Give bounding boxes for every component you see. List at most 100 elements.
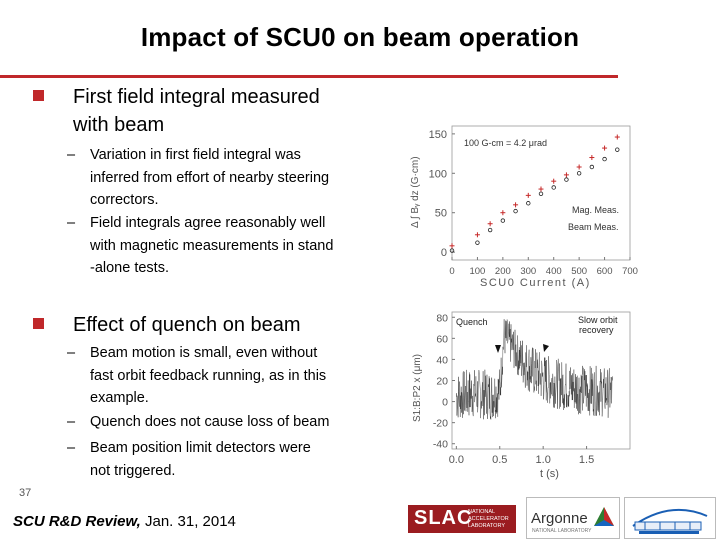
x-tick-label: 500	[571, 266, 587, 277]
institution-logo	[624, 497, 716, 539]
data-point-mag	[500, 218, 506, 223]
y-tick-label: 0	[442, 397, 448, 409]
data-point-beam	[525, 192, 531, 198]
sub-bullet-line: example.	[90, 390, 149, 406]
argonne-logo: Argonne NATIONAL LABORATORY	[526, 497, 620, 539]
y-axis-label: S1:B:P2 x (μm)	[412, 354, 423, 422]
x-tick-label: 100	[469, 266, 485, 277]
x-tick-label: 0.5	[492, 454, 507, 466]
plot-frame	[451, 125, 631, 261]
field-integral-chart: 0 100 200 300 400 500 600 700 0 50 100 150 100 G-cm…	[410, 125, 638, 289]
slide-title: Impact of SCU0 on beam operation	[140, 22, 580, 52]
footer-review: SCU R&D Review,	[13, 513, 141, 530]
x-tick-label: 400	[546, 266, 562, 277]
slac-logo-text: SLAC	[414, 507, 473, 529]
dash-marker: –	[67, 215, 76, 231]
sub-bullet-line: inferred from effort of nearby steering	[90, 169, 330, 186]
data-point-mag	[602, 156, 607, 162]
argonne-triangle-icon	[594, 507, 614, 526]
slac-sub-line: LABORATORY	[468, 523, 505, 529]
data-point-beam	[500, 210, 506, 216]
x-tick-label: 1.0	[536, 454, 551, 466]
slac-logo: SLAC NATIONAL ACCELERATOR LABORATORY	[408, 505, 516, 533]
x-axis-label: SCU0 Current (A)	[480, 277, 591, 289]
data-point-mag	[564, 177, 569, 182]
sub-bullet-line: fast orbit feedback running, as in this	[90, 367, 327, 384]
y-axis-label: Δ ∫ Bᵧ dz (G·cm)	[410, 156, 421, 228]
argonne-logo-tag: NATIONAL LABORATORY	[532, 528, 592, 534]
sub-bullet-line: with magnetic measurements in stand	[90, 237, 334, 254]
data-point-beam	[576, 164, 582, 170]
data-point-beam	[474, 232, 480, 238]
data-point-beam	[614, 134, 620, 140]
data-point-beam	[563, 172, 569, 178]
arrow-quench	[495, 345, 501, 353]
accelerator-building-icon	[632, 508, 708, 534]
y-tick-label: 0	[441, 247, 447, 259]
slac-sub-line: ACCELERATOR	[468, 516, 509, 522]
x-tick-label: 700	[622, 266, 638, 277]
data-point-mag	[576, 171, 582, 176]
sub-bullet: – Field integrals agree reasonably well …	[67, 212, 387, 280]
y-tick-label: 50	[435, 208, 447, 220]
x-tick-label: 200	[495, 266, 511, 277]
data-point-beam	[602, 145, 608, 151]
slac-sub-line: NATIONAL	[468, 509, 496, 515]
x-tick-label: 0.0	[449, 454, 464, 466]
y-tick-label: -20	[433, 418, 448, 430]
data-point-mag	[538, 191, 544, 196]
annotation-quench: Quench	[456, 317, 488, 327]
annotation-recovery: Slow orbit recovery	[578, 315, 620, 335]
data-point-mag	[487, 227, 493, 233]
data-point-mag	[449, 248, 455, 253]
sub-bullet-line: not triggered.	[90, 462, 176, 479]
bullet-1-line2: with beam	[73, 114, 165, 136]
dash-marker: –	[67, 414, 76, 430]
dash-marker: –	[67, 440, 76, 456]
data-point-beam	[551, 178, 557, 184]
data-point-mag	[615, 147, 620, 152]
recovery-line1: Slow orbit	[578, 315, 618, 325]
sub-bullet-line: Quench does not cause loss of beam	[90, 414, 330, 430]
sub-bullet: – Variation in first field integral was …	[67, 144, 387, 212]
data-point-mag	[475, 240, 480, 245]
x-tick-label: 1.5	[579, 454, 594, 466]
bullet-1-text: First field integral measured with beam	[73, 83, 320, 139]
y-tick-label: 60	[436, 333, 448, 345]
x-tick-label: 300	[520, 266, 536, 277]
data-point-mag	[589, 164, 595, 170]
argonne-logo-text: Argonne	[531, 510, 588, 527]
y-tick-label: 100	[429, 168, 447, 180]
y-tick-label: -40	[433, 439, 448, 451]
data-point-beam	[538, 186, 544, 192]
x-tick-label: 600	[597, 266, 613, 277]
x-axis-label: t (s)	[540, 468, 559, 480]
y-tick-label: 80	[436, 312, 448, 324]
sub-bullet-line: Field integrals agree reasonably well	[90, 215, 326, 231]
sub-bullet-line: -alone tests.	[90, 260, 169, 276]
data-point-beam	[589, 155, 595, 161]
slac-logo-sub: NATIONAL ACCELERATOR LABORATORY	[468, 509, 509, 530]
footer: SCU R&D Review, Jan. 31, 2014	[13, 513, 236, 530]
bullet-1-line1: First field integral measured	[73, 86, 320, 108]
data-point-mag	[513, 208, 518, 214]
bullet-2-text: Effect of quench on beam	[73, 314, 301, 336]
sub-bullet-line: Beam motion is small, even without	[90, 345, 318, 361]
legend-beam: Beam Meas.	[568, 222, 619, 232]
y-tick-label: 20	[436, 376, 448, 388]
recovery-line2: recovery	[579, 325, 614, 335]
data-point-beam	[449, 243, 455, 249]
chart-annotation: 100 G-cm = 4.2 μrad	[464, 138, 547, 148]
data-point-beam	[487, 221, 493, 227]
slide-number: 37	[19, 487, 32, 499]
dash-marker: –	[67, 345, 76, 361]
sub-bullet-line: correctors.	[90, 192, 159, 208]
x-tick-label: 0	[449, 266, 454, 277]
sub-bullet: – Beam motion is small, even without fas…	[67, 342, 387, 410]
bullet-marker	[33, 90, 44, 101]
data-point-mag	[551, 185, 556, 190]
quench-beam-chart: 0.0 0.5 1.0 1.5 80 60 40 20 0 -20 -40 Quench Slow …	[412, 311, 631, 480]
bullet-marker	[33, 318, 44, 329]
data-point-mag	[526, 201, 531, 206]
arrow-recovery	[543, 344, 549, 352]
